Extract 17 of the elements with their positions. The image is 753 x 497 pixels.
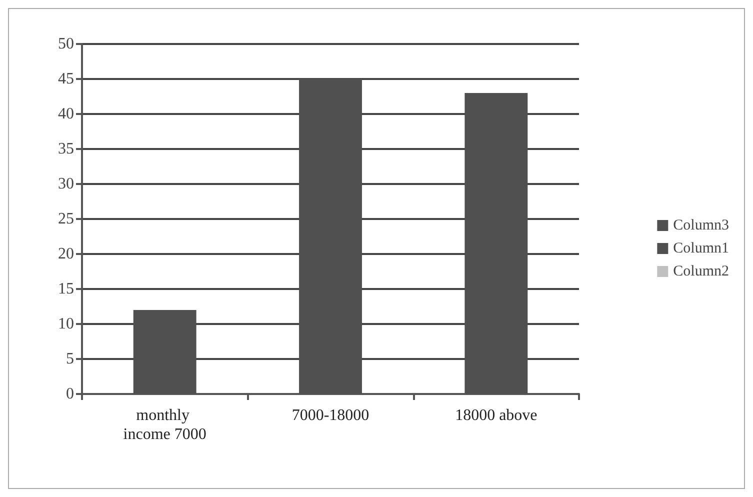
x-tick-label: monthly income 7000 (123, 407, 206, 443)
x-tick-label: 7000-18000 (292, 407, 370, 424)
y-tick-label: 5 (66, 350, 74, 368)
y-tick-label: 40 (58, 106, 74, 122)
y-tick-label: 10 (58, 316, 74, 332)
legend-label: Column1 (673, 240, 730, 256)
y-tick-label: 15 (58, 280, 74, 298)
y-tick-label: 0 (66, 386, 74, 402)
legend-label: Column3 (673, 218, 730, 234)
legend-label: Column2 (673, 264, 730, 280)
x-tick-label: 18000 above (455, 407, 538, 424)
y-tick-label: 35 (58, 140, 74, 158)
y-tick-label: 45 (58, 70, 74, 88)
y-tick-label: 30 (58, 176, 74, 192)
y-tick-label: 50 (58, 36, 74, 52)
y-tick-label: 20 (58, 246, 74, 262)
y-tick-label: 25 (58, 210, 74, 228)
